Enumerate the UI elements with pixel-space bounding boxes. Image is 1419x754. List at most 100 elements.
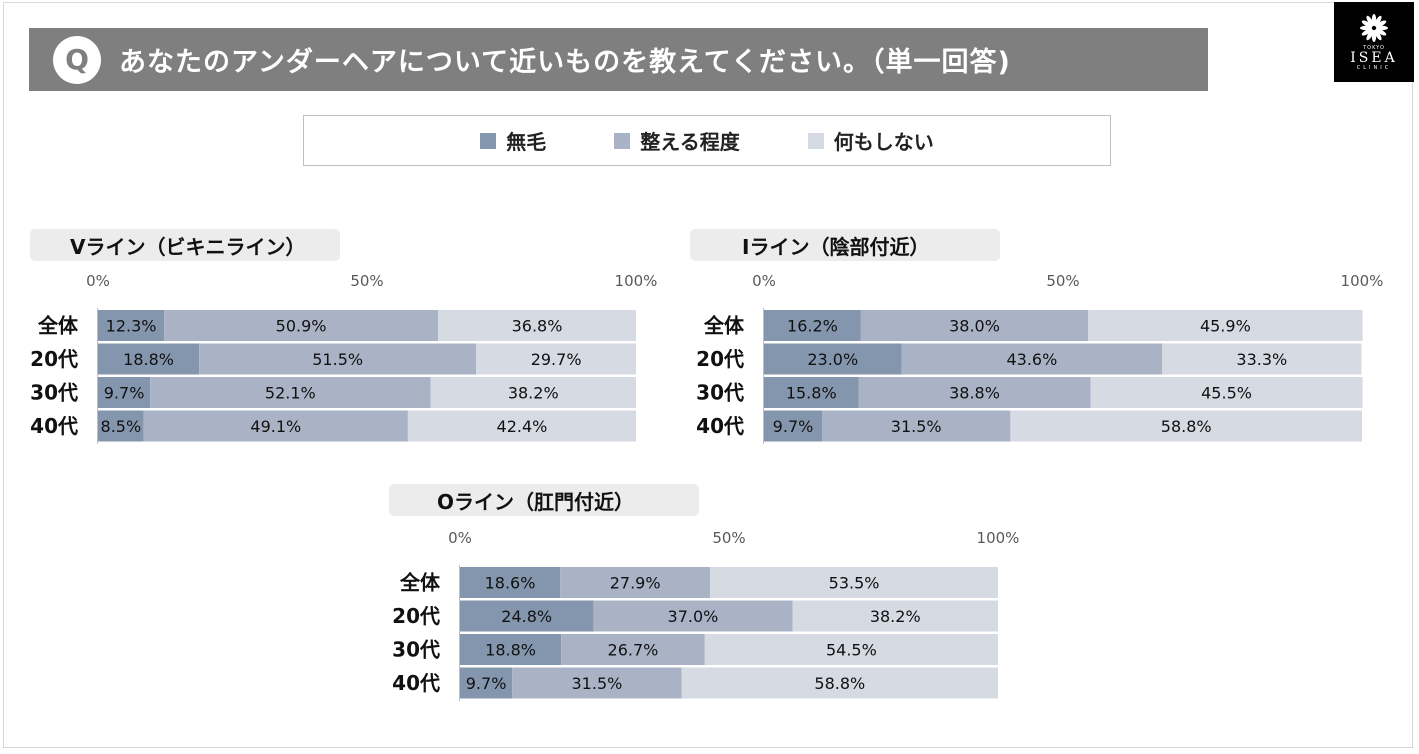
data-label: 16.2% [787, 317, 838, 336]
data-label: 23.0% [807, 350, 858, 369]
data-label: 33.3% [1236, 350, 1287, 369]
bar-segment [460, 667, 513, 699]
data-label: 58.8% [814, 674, 865, 693]
category-label: 全体 [703, 314, 745, 338]
logo-bottom-text: CLINIC [1356, 65, 1392, 71]
data-label: 50.9% [276, 317, 327, 336]
data-label: 52.1% [265, 384, 316, 403]
legend-item-nanimo: 何もしない [807, 126, 934, 155]
bar-segment [460, 634, 562, 665]
data-label: 43.6% [1006, 350, 1057, 369]
data-label: 18.6% [485, 574, 536, 593]
data-label: 31.5% [572, 674, 623, 693]
data-label: 9.7% [104, 384, 145, 403]
bar-segment [512, 667, 682, 699]
bar-segment [199, 343, 477, 375]
category-label: 30代 [696, 381, 744, 405]
slide-frame [3, 2, 1413, 748]
axis-tick-label: 100% [615, 272, 658, 290]
legend-label: 整える程度 [640, 130, 740, 154]
data-label: 53.5% [829, 574, 880, 593]
chart-title-i-line: Iライン（陰部付近） [690, 229, 1000, 261]
data-label: 49.1% [250, 417, 301, 436]
chart-svg: 0% 50% 100% 全体 16.2% 38.0% 45.9% 20代 23.0% 43.6% 3… [696, 272, 1384, 444]
data-label: 38.8% [949, 384, 1000, 403]
bar-segment [560, 567, 711, 598]
chart-svg: 0% 50% 100% 全体 18.6% 27.9% 53.5% 20代 24.8% 37.0% 3… [392, 529, 1020, 701]
bar-segment [561, 634, 705, 665]
question-text: あなたのアンダーヘアについて近いものを教えてください。（単一回答) [119, 47, 1011, 78]
bar-segment [764, 310, 861, 341]
data-label: 26.7% [608, 641, 659, 660]
bar-segment [460, 567, 561, 598]
bar-segment [98, 343, 200, 375]
data-label: 31.5% [891, 417, 942, 436]
bar-segment [438, 310, 636, 341]
bar-segment [710, 567, 998, 598]
question-banner: Q あなたのアンダーヘアについて近いものを教えてください。（単一回答) [29, 28, 1208, 91]
bar-segment [681, 667, 998, 699]
axis-tick-label: 100% [1341, 272, 1384, 290]
axis-tick-label: 0% [86, 272, 110, 290]
legend-item-totonoeru: 整える程度 [614, 126, 740, 155]
data-label: 45.5% [1201, 384, 1252, 403]
bar-segment [460, 600, 594, 632]
category-label: 20代 [392, 604, 440, 628]
logo-name: ISEA [1350, 50, 1398, 66]
bar-segment [822, 410, 1011, 442]
axis-tick-label: 50% [712, 529, 745, 547]
bar-segment [792, 600, 998, 632]
data-label: 18.8% [123, 350, 174, 369]
chart-o-line: 0% 50% 100% 全体 18.6% 27.9% 53.5% 20代 24.8% 37.0% 3… [380, 527, 1038, 705]
axis-tick-label: 100% [977, 529, 1020, 547]
bar-segment [858, 377, 1091, 408]
bar-segment [593, 600, 793, 632]
clinic-logo: TOKYO ISEA CLINIC [1334, 2, 1414, 82]
chart-title-v-line: Vライン（ビキニライン） [30, 229, 340, 261]
bar-segment [1162, 343, 1362, 375]
bar-segment [407, 410, 636, 442]
legend-swatch [480, 132, 497, 149]
data-label: 37.0% [668, 607, 719, 626]
category-label: 全体 [399, 571, 441, 595]
bar-segment [430, 377, 636, 408]
chart-title-o-line: Oライン（肛門付近） [389, 484, 699, 516]
legend-swatch [614, 132, 631, 149]
axis-tick-label: 0% [448, 529, 472, 547]
data-label: 24.8% [501, 607, 552, 626]
category-label: 30代 [392, 638, 440, 662]
legend-swatch [807, 132, 824, 149]
bar-segment [150, 377, 431, 408]
chart-svg: 0% 50% 100% 全体 12.3% 50.9% 36.8% 20代 18.8% 51.5% 2… [30, 272, 658, 444]
data-label: 38.2% [870, 607, 921, 626]
bar-segment [164, 310, 439, 341]
legend: 無毛 整える程度 何もしない [303, 115, 1111, 166]
data-label: 9.7% [773, 417, 814, 436]
bar-segment [901, 343, 1163, 375]
data-label: 29.7% [531, 350, 582, 369]
data-label: 9.7% [466, 674, 507, 693]
bar-segment [764, 377, 859, 408]
bar-segment [98, 410, 144, 442]
bar-segment [1010, 410, 1362, 442]
flower-icon [1360, 14, 1388, 42]
data-label: 15.8% [786, 384, 837, 403]
data-label: 42.4% [497, 417, 548, 436]
axis-tick-label: 0% [752, 272, 776, 290]
legend-label: 何もしない [833, 130, 934, 154]
data-label: 27.9% [610, 574, 661, 593]
bar-segment [860, 310, 1089, 341]
bar-segment [98, 310, 165, 341]
legend-item-muge: 無毛 [480, 126, 546, 155]
data-label: 38.0% [949, 317, 1000, 336]
data-label: 18.8% [485, 641, 536, 660]
category-label: 40代 [696, 414, 744, 438]
chart-i-line: 0% 50% 100% 全体 16.2% 38.0% 45.9% 20代 23.0% 43.6% 3… [680, 270, 1402, 448]
bar-segment [1088, 310, 1363, 341]
logo-top-text: TOKYO [1363, 45, 1385, 51]
legend-label: 無毛 [506, 130, 547, 154]
chart-v-line: 0% 50% 100% 全体 12.3% 50.9% 36.8% 20代 18.8% 51.5% 2… [20, 270, 676, 448]
data-label: 8.5% [101, 417, 142, 436]
bar-segment [1090, 377, 1363, 408]
data-label: 36.8% [512, 317, 563, 336]
